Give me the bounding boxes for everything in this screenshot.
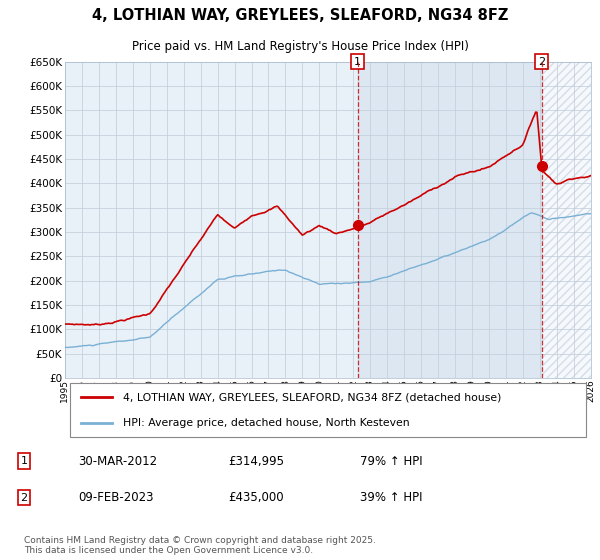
Text: 1: 1 <box>354 57 361 67</box>
Text: 09-FEB-2023: 09-FEB-2023 <box>78 491 154 504</box>
Text: 39% ↑ HPI: 39% ↑ HPI <box>360 491 422 504</box>
Text: Contains HM Land Registry data © Crown copyright and database right 2025.
This d: Contains HM Land Registry data © Crown c… <box>24 536 376 556</box>
Text: 4, LOTHIAN WAY, GREYLEES, SLEAFORD, NG34 8FZ: 4, LOTHIAN WAY, GREYLEES, SLEAFORD, NG34… <box>92 8 508 22</box>
Bar <box>542 62 591 378</box>
Text: 4, LOTHIAN WAY, GREYLEES, SLEAFORD, NG34 8FZ (detached house): 4, LOTHIAN WAY, GREYLEES, SLEAFORD, NG34… <box>122 392 501 402</box>
Text: 30-MAR-2012: 30-MAR-2012 <box>78 455 157 468</box>
Bar <box>358 62 542 378</box>
Text: 2: 2 <box>538 57 545 67</box>
Text: Price paid vs. HM Land Registry's House Price Index (HPI): Price paid vs. HM Land Registry's House … <box>131 40 469 53</box>
Text: 2: 2 <box>20 493 28 503</box>
Text: HPI: Average price, detached house, North Kesteven: HPI: Average price, detached house, Nort… <box>122 418 409 428</box>
Text: 1: 1 <box>20 456 28 466</box>
FancyBboxPatch shape <box>70 383 586 437</box>
Text: £314,995: £314,995 <box>228 455 284 468</box>
Text: 79% ↑ HPI: 79% ↑ HPI <box>360 455 422 468</box>
Text: £435,000: £435,000 <box>228 491 284 504</box>
